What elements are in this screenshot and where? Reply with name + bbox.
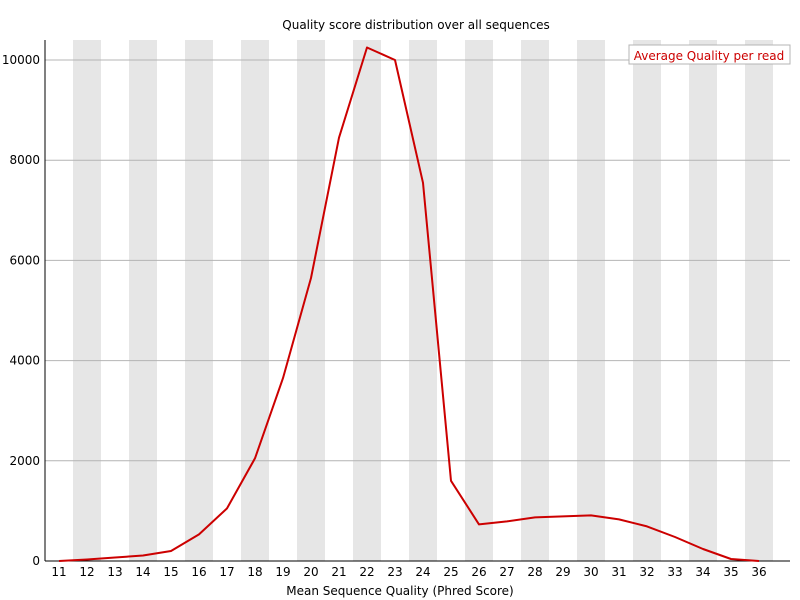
x-tick-label: 34: [695, 565, 710, 579]
y-tick-label: 4000: [9, 354, 40, 368]
legend-box: [628, 44, 791, 65]
y-tick-label: 0: [32, 554, 40, 568]
series-group: [58, 46, 760, 562]
x-tick-label: 27: [499, 565, 514, 579]
column-stripe: [521, 40, 549, 561]
x-tick-label: 23: [387, 565, 402, 579]
y-tick-label: 8000: [9, 153, 40, 167]
horizontal-gridlines: [45, 59, 790, 462]
x-tick-label: 13: [107, 565, 122, 579]
y-tick-label: 6000: [9, 253, 40, 267]
y-tick-label: 10000: [2, 53, 40, 67]
x-tick-label: 32: [639, 565, 654, 579]
x-tick-label: 33: [667, 565, 682, 579]
column-stripe: [745, 40, 773, 561]
column-stripe: [241, 40, 269, 561]
x-tick-label: 24: [415, 565, 430, 579]
x-tick-label: 36: [751, 565, 766, 579]
column-stripe: [689, 40, 717, 561]
column-stripe: [409, 40, 437, 561]
x-tick-label: 31: [611, 565, 626, 579]
x-tick-label: 15: [163, 565, 178, 579]
x-tick-label: 17: [219, 565, 234, 579]
x-tick-label: 30: [583, 565, 598, 579]
column-stripe: [465, 40, 493, 561]
x-tick-label: 35: [723, 565, 738, 579]
x-tick-label: 29: [555, 565, 570, 579]
x-tick-label: 11: [51, 565, 66, 579]
chart-title: Quality score distribution over all sequ…: [282, 18, 549, 32]
column-stripe: [577, 40, 605, 561]
column-stripe: [73, 40, 101, 561]
x-tick-label: 19: [275, 565, 290, 579]
x-tick-label: 26: [471, 565, 486, 579]
axes: [44, 40, 790, 562]
column-stripe: [129, 40, 157, 561]
x-tick-label: 16: [191, 565, 206, 579]
x-tick-label: 14: [135, 565, 150, 579]
x-tick-label: 28: [527, 565, 542, 579]
x-tick-labels: 11 12 13 14 15 16 17 18 19 20 21 22 23 24 25 26 27 28 29 30…: [51, 565, 766, 579]
x-tick-label: 12: [79, 565, 94, 579]
x-tick-label: 22: [359, 565, 374, 579]
column-stripes: [73, 40, 773, 561]
y-tick-label: 2000: [9, 454, 40, 468]
x-axis-label: Mean Sequence Quality (Phred Score): [286, 584, 514, 598]
y-tick-labels: 0 2000 4000 6000 8000 10000: [2, 53, 40, 568]
series-line-average-quality: [58, 46, 760, 562]
x-tick-label: 21: [331, 565, 346, 579]
chart-legend: Average Quality per read: [628, 44, 791, 65]
column-stripe: [185, 40, 213, 561]
column-stripe: [353, 40, 381, 561]
column-stripe: [297, 40, 325, 561]
x-tick-label: 20: [303, 565, 318, 579]
x-tick-label: 18: [247, 565, 262, 579]
column-stripe: [633, 40, 661, 561]
x-tick-label: 25: [443, 565, 458, 579]
legend-label-average-quality: Average Quality per read: [634, 49, 785, 63]
